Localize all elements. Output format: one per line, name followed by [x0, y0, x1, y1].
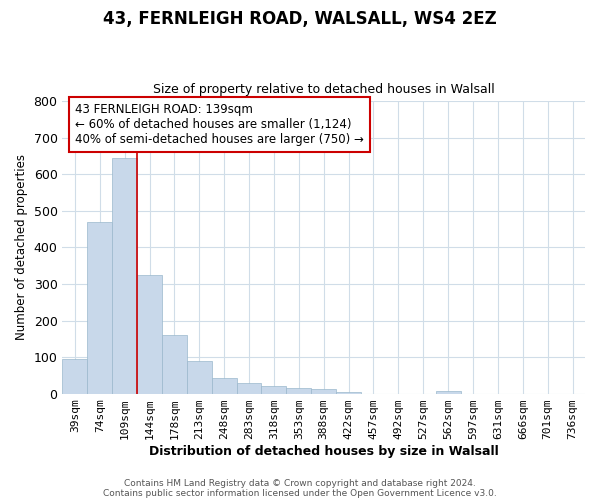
Bar [187, 360, 212, 394]
Bar [212, 378, 236, 394]
Title: Size of property relative to detached houses in Walsall: Size of property relative to detached ho… [153, 83, 494, 96]
Bar [137, 275, 162, 394]
Text: Contains public sector information licensed under the Open Government Licence v3: Contains public sector information licen… [103, 488, 497, 498]
Text: Contains HM Land Registry data © Crown copyright and database right 2024.: Contains HM Land Registry data © Crown c… [124, 478, 476, 488]
Bar [88, 222, 112, 394]
Bar [162, 335, 187, 394]
Bar [436, 390, 461, 394]
Bar [336, 392, 361, 394]
Text: 43 FERNLEIGH ROAD: 139sqm
← 60% of detached houses are smaller (1,124)
40% of se: 43 FERNLEIGH ROAD: 139sqm ← 60% of detac… [75, 103, 364, 146]
X-axis label: Distribution of detached houses by size in Walsall: Distribution of detached houses by size … [149, 444, 499, 458]
Bar [236, 384, 262, 394]
Y-axis label: Number of detached properties: Number of detached properties [15, 154, 28, 340]
Bar [286, 388, 311, 394]
Bar [311, 389, 336, 394]
Bar [62, 359, 88, 394]
Bar [112, 158, 137, 394]
Bar [262, 386, 286, 394]
Text: 43, FERNLEIGH ROAD, WALSALL, WS4 2EZ: 43, FERNLEIGH ROAD, WALSALL, WS4 2EZ [103, 10, 497, 28]
